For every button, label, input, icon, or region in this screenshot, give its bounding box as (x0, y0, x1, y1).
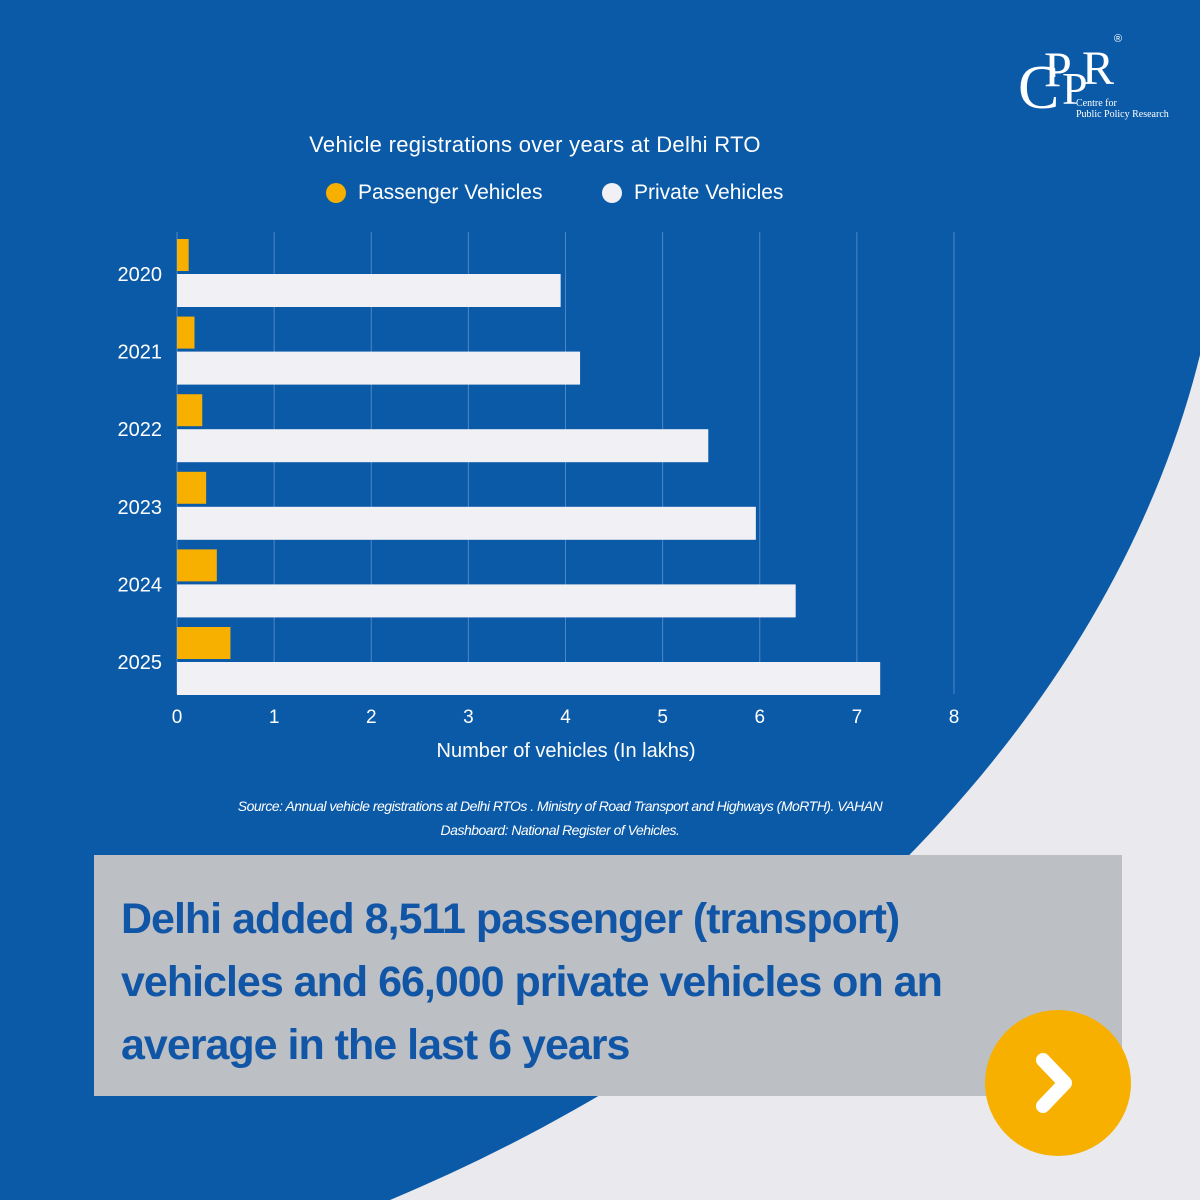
x-tick-label: 6 (754, 707, 765, 728)
y-tick-label: 2022 (118, 419, 163, 441)
x-tick-label: 7 (852, 707, 863, 728)
x-axis-label: Number of vehicles (In lakhs) (437, 740, 696, 762)
callout-line1: Delhi added 8,511 passenger (transport) (121, 895, 900, 943)
y-tick-label: 2023 (118, 497, 163, 519)
legend-item-private: Private Vehicles (602, 181, 783, 205)
bar-private (177, 506, 756, 540)
bar-passenger (177, 471, 207, 504)
bar-passenger (177, 394, 203, 427)
bar-private (177, 429, 709, 463)
bar-private (177, 584, 796, 618)
bar-private (177, 662, 881, 695)
logo-tagline: Centre for Public Policy Research (1076, 98, 1169, 120)
y-tick-label: 2021 (118, 342, 163, 364)
logo-letter-r: R (1082, 42, 1114, 95)
callout-text: Delhi added 8,511 passenger (transport) … (121, 888, 1051, 1077)
source-note: Source: Annual vehicle registrations at … (150, 794, 970, 842)
bar-passenger (177, 627, 231, 659)
x-tick-label: 1 (269, 707, 280, 728)
y-tick-label: 2024 (118, 574, 163, 596)
chevron-right-icon (1036, 1053, 1072, 1113)
logo-tagline-line2: Public Policy Research (1076, 109, 1169, 120)
logo-letter-p1: P (1044, 41, 1072, 97)
logo-tagline-line1: Centre for (1076, 98, 1117, 109)
legend-label-private: Private Vehicles (634, 181, 784, 204)
bar-passenger (177, 316, 195, 349)
x-tick-label: 0 (172, 707, 183, 728)
logo-letter-c: C (1018, 54, 1059, 122)
bar-passenger (177, 239, 189, 271)
bar-passenger (177, 549, 217, 582)
x-tick-label: 4 (560, 707, 571, 728)
x-tick-label: 5 (657, 707, 668, 728)
x-tick-label: 2 (366, 707, 377, 728)
legend-dot-passenger (326, 183, 346, 203)
y-tick-label: 2025 (118, 652, 163, 674)
chart-title: Vehicle registrations over years at Delh… (309, 132, 761, 157)
bar-private (177, 351, 581, 385)
callout-line3: average in the last 6 years (121, 1021, 630, 1069)
source-line1: Source: Annual vehicle registrations at … (237, 798, 883, 814)
legend-dot-private (602, 183, 622, 203)
logo-letter-p2: P (1062, 63, 1088, 114)
legend-label-passenger: Passenger Vehicles (358, 181, 543, 204)
legend-item-passenger: Passenger Vehicles (326, 181, 542, 205)
y-tick-label: 2020 (118, 264, 163, 286)
registered-mark: ® (1114, 33, 1122, 45)
cppr-logo: C P P R ® (1018, 33, 1122, 122)
source-line2: Dashboard: National Register of Vehicles… (440, 822, 680, 838)
callout-line2: vehicles and 66,000 private vehicles on … (121, 958, 943, 1006)
bar-private (177, 274, 561, 307)
x-tick-label: 3 (463, 707, 474, 728)
x-tick-label: 8 (949, 707, 960, 728)
next-button[interactable] (985, 1010, 1131, 1156)
callout-box (94, 855, 1122, 1096)
